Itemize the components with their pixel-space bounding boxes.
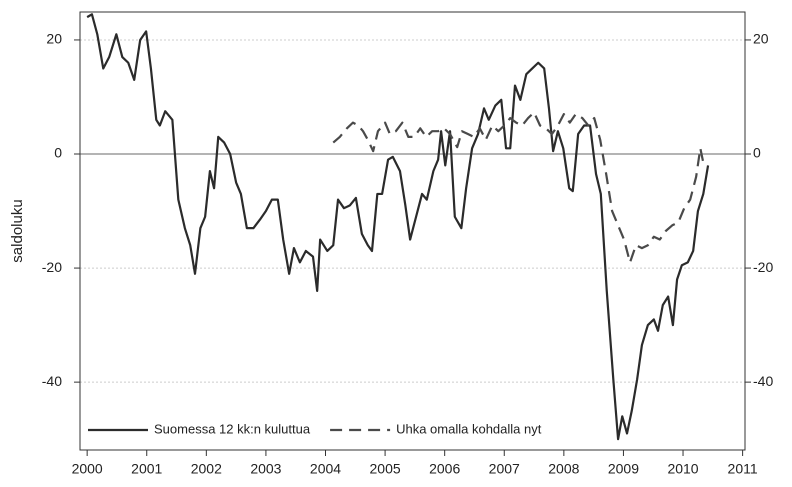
y-tick-label: -20 (42, 259, 62, 275)
x-tick-label: 2001 (131, 461, 162, 477)
series-line (86, 13, 710, 441)
x-tick-label: 2006 (429, 461, 460, 477)
x-tick-label: 2011 (728, 461, 758, 477)
x-tick-label: 2008 (548, 461, 579, 477)
legend-label: Suomessa 12 kk:n kuluttua (154, 421, 311, 436)
x-tick-label: 2000 (72, 461, 103, 477)
y2-tick-label: 0 (753, 145, 761, 161)
series-line (332, 111, 705, 264)
legend-box (84, 419, 434, 441)
x-tick-label: 2005 (370, 461, 401, 477)
x-tick-label: 2009 (608, 461, 639, 477)
x-tick-label: 2002 (191, 461, 222, 477)
y2-tick-label: 20 (753, 31, 769, 47)
y2-tick-label: -40 (753, 373, 773, 389)
y-tick-label: 0 (54, 145, 62, 161)
y2-tick-label: -20 (753, 259, 773, 275)
legend-label: Uhka omalla kohdalla nyt (396, 421, 542, 436)
y-axis-label: saldoluku (9, 199, 26, 262)
plot-frame (79, 11, 746, 451)
y-tick-label: 20 (46, 31, 62, 47)
x-tick-label: 2007 (489, 461, 520, 477)
x-tick-label: 2003 (250, 461, 281, 477)
x-tick-label: 2004 (310, 461, 341, 477)
x-tick-label: 2010 (667, 461, 698, 477)
y-tick-label: -40 (42, 373, 62, 389)
